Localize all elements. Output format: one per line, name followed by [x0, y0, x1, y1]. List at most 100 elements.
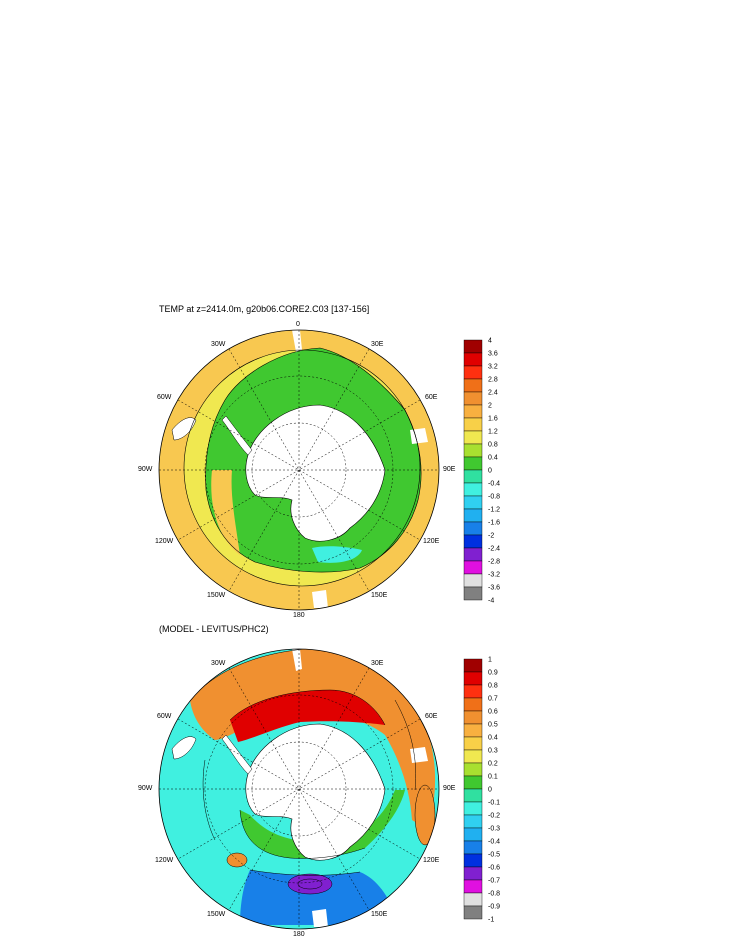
colorbar-swatch — [463, 443, 483, 458]
colorbar-label: 0.7 — [488, 696, 498, 703]
p1-lon-60e: 60E — [425, 394, 438, 401]
p1-lon-180: 180 — [293, 612, 305, 619]
p2-lon-120w: 120W — [155, 857, 174, 864]
p2-hot-field — [230, 690, 385, 742]
p1-lon-150e: 150E — [371, 592, 388, 599]
colorbar-label: -4 — [488, 598, 494, 605]
p2-gap-right — [410, 747, 428, 763]
colorbar-label: -0.3 — [488, 826, 500, 833]
colorbar-swatch — [463, 508, 483, 523]
colorbar-swatch — [463, 710, 483, 725]
colorbar-label: 0.8 — [488, 683, 498, 690]
colorbar-swatch — [463, 749, 483, 764]
p1-cold-patch — [312, 546, 362, 563]
colorbar-swatch — [463, 671, 483, 686]
colorbar-swatch — [463, 456, 483, 471]
colorbar-swatch — [463, 723, 483, 738]
p2-blue-field — [240, 870, 395, 925]
p2-lon-30e: 30E — [371, 660, 384, 667]
colorbar-swatch — [463, 521, 483, 536]
p2-lon-150w: 150W — [207, 911, 226, 918]
colorbar-label: 2 — [488, 403, 492, 410]
panel1-title: TEMP at z=2414.0m, g20b06.CORE2.C03 [137… — [159, 304, 370, 314]
colorbar-label: 1 — [488, 657, 492, 664]
colorbar-label: -2.4 — [488, 546, 500, 553]
colorbar-swatch — [463, 814, 483, 829]
colorbar-swatch — [463, 534, 483, 549]
colorbar-label: 2.4 — [488, 390, 498, 397]
colorbar-swatch — [463, 573, 483, 588]
colorbar-swatch — [463, 482, 483, 497]
p1-gap-bottom — [312, 590, 328, 608]
p2-gap-top — [292, 649, 302, 671]
colorbar-swatch — [463, 586, 483, 601]
colorbar-label: 3.2 — [488, 364, 498, 371]
colorbar-swatch — [463, 775, 483, 790]
colorbar-label: 2.8 — [488, 377, 498, 384]
p1-lon-30e: 30E — [371, 341, 384, 348]
p2-antarctica — [245, 723, 386, 861]
p2-lon-90w: 90W — [138, 785, 153, 792]
colorbar-swatch — [463, 879, 483, 894]
colorbar-swatch — [463, 352, 483, 367]
colorbar-swatch — [463, 736, 483, 751]
colorbar-swatch — [463, 684, 483, 699]
colorbar-label: 0.5 — [488, 722, 498, 729]
colorbar-label: -0.4 — [488, 839, 500, 846]
colorbar-label: -0.2 — [488, 813, 500, 820]
p2-lon-60w: 60W — [157, 713, 172, 720]
colorbar-swatch — [463, 430, 483, 445]
p2-lon-60e: 60E — [425, 713, 438, 720]
colorbar-label: -0.8 — [488, 891, 500, 898]
colorbar-label: -2.8 — [488, 559, 500, 566]
colorbar-label: -1.6 — [488, 520, 500, 527]
colorbar-label: 0.4 — [488, 455, 498, 462]
colorbar-swatch — [463, 827, 483, 842]
p2-lon-120e: 120E — [423, 857, 440, 864]
colorbar-label: 0.3 — [488, 748, 498, 755]
colorbar-swatch — [463, 469, 483, 484]
colorbar-label: 1.2 — [488, 429, 498, 436]
colorbar-label: 0.8 — [488, 442, 498, 449]
colorbar-swatch — [463, 658, 483, 673]
colorbar-swatch — [463, 560, 483, 575]
p2-green-field — [240, 790, 405, 859]
p1-lon-120e: 120E — [423, 538, 440, 545]
p1-gap-right — [410, 428, 428, 444]
p2-lon-180: 180 — [293, 931, 305, 938]
colorbar-label: -1 — [488, 917, 494, 924]
panel2-title: (MODEL - LEVITUS/PHC2) — [159, 624, 269, 634]
p2-gap-bottom — [312, 909, 328, 927]
colorbar-swatch — [463, 378, 483, 393]
p1-south-america — [171, 417, 197, 441]
colorbar-label: 0 — [488, 787, 492, 794]
colorbar-label: -0.7 — [488, 878, 500, 885]
colorbar-label: -0.1 — [488, 800, 500, 807]
colorbar-label: -0.8 — [488, 494, 500, 501]
colorbar-swatch — [463, 697, 483, 712]
p2-peninsula — [221, 734, 253, 775]
p1-antarctica — [245, 404, 386, 542]
colorbar-swatch — [463, 365, 483, 380]
colorbar-swatch — [463, 547, 483, 562]
p1-lon-90e: 90E — [443, 466, 456, 473]
colorbar-label: 1.6 — [488, 416, 498, 423]
p2-lon-90e: 90E — [443, 785, 456, 792]
colorbar-label: 3.6 — [488, 351, 498, 358]
p2-warm-patch-right — [415, 785, 435, 845]
colorbar-label: -3.6 — [488, 585, 500, 592]
colorbar-swatch — [463, 495, 483, 510]
colorbar-label: 0 — [488, 468, 492, 475]
colorbar-swatch — [463, 417, 483, 432]
p1-peninsula — [221, 415, 253, 456]
colorbar-swatch — [463, 391, 483, 406]
panel2-colorbar: 1 0.9 0.8 0.7 0.6 0.5 0.4 0.3 0.2 0.1 0 -0.1 -0.2 -0.… — [463, 657, 500, 924]
p2-warm-field — [190, 649, 436, 830]
colorbar-label: 4 — [488, 338, 492, 345]
p1-lon-150w: 150W — [207, 592, 226, 599]
colorbar-label: -0.9 — [488, 904, 500, 911]
p1-lon-60w: 60W — [157, 394, 172, 401]
colorbar-swatch — [463, 788, 483, 803]
colorbar-label: 0.1 — [488, 774, 498, 781]
